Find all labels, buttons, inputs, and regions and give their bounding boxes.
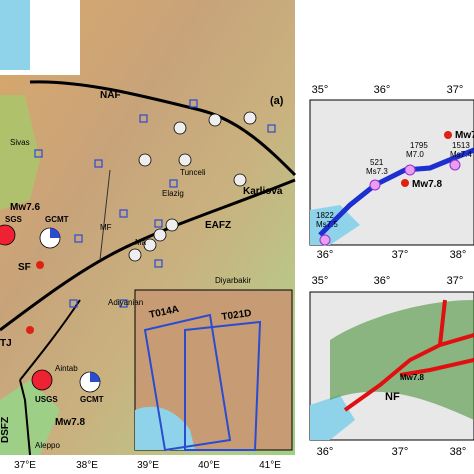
label: Aleppo [35, 441, 60, 450]
label: SGS [5, 215, 23, 224]
right-top-map: 1822 Ms7.5 521 Ms7.3 1795 M7.0 1513 Ms7.… [309, 84, 474, 261]
label: Karliova [243, 186, 283, 197]
sea [310, 395, 355, 440]
lowland [0, 95, 40, 210]
rupture [318, 147, 474, 237]
tick-label: 37° [447, 275, 464, 287]
fault-eafz [0, 178, 296, 332]
label: Adiyanian [108, 298, 143, 307]
label: DSFZ [0, 417, 11, 443]
tick-label: 37° [447, 84, 464, 96]
focal-mechanisms [0, 111, 257, 393]
tick-label: 37° [392, 249, 409, 261]
label: 521 [370, 158, 384, 167]
label: USGS [35, 395, 58, 404]
label: M7.0 [406, 150, 424, 159]
fault [99, 169, 111, 261]
label: Mw7.8 [412, 179, 442, 190]
label: Mw7.8 [400, 373, 425, 382]
tick-label: 36° [374, 275, 391, 287]
tick-label: 40°E [198, 460, 220, 471]
label: Diyarbakir [215, 276, 251, 285]
label: GCMT [45, 215, 69, 224]
label: Ms7.3 [366, 167, 388, 176]
tick-label: 36° [374, 84, 391, 96]
label: NAF [100, 90, 121, 101]
x-ticks: 37°E 38°E 39°E 40°E 41°E [14, 460, 281, 471]
label: Ms7.5 [316, 220, 338, 229]
label: Mw7 [455, 130, 474, 141]
label: Aintab [55, 364, 78, 373]
fault [19, 299, 81, 381]
tick-label: 37° [392, 446, 409, 458]
label: SF [18, 262, 31, 273]
historic-quakes [319, 159, 461, 246]
label: Sivas [10, 138, 30, 147]
tick-label: 37°E [14, 460, 36, 471]
lowland [0, 380, 60, 455]
stations [34, 99, 276, 308]
label: 1795 [410, 141, 428, 150]
tick-label: 36° [317, 249, 334, 261]
tick-label: 38° [450, 249, 467, 261]
tick-label: 38° [450, 446, 467, 458]
aftershocks [330, 300, 474, 420]
fault-naf [29, 80, 297, 177]
inset-label: T021D [221, 308, 252, 323]
label: NF [385, 391, 400, 403]
tick-label: 41°E [259, 460, 281, 471]
label: Elazig [162, 189, 184, 198]
insar-tracks [143, 313, 262, 452]
tick-label: 36° [317, 446, 334, 458]
tick-label: 35° [312, 275, 329, 287]
label: MF [100, 223, 112, 232]
label: Tunceli [180, 168, 206, 177]
right-bottom-map: NF Mw7.8 35° 36° 37° 36° 37° 38° [309, 275, 474, 458]
label: Ma [135, 238, 147, 247]
label: Mw7.8 [55, 417, 85, 428]
label: Mw7.6 [10, 202, 40, 213]
left-map: (a) NAF Sivas Mw7.6 SGS GCMT MF Tunceli … [0, 0, 297, 471]
label: GCMT [80, 395, 104, 404]
label: TJ [0, 338, 12, 349]
label: 1513 [452, 141, 470, 150]
epicenters [26, 261, 44, 334]
label: EAFZ [205, 220, 231, 231]
label: Ms7.4 [450, 150, 472, 159]
fault [19, 379, 31, 456]
tick-label: 35° [312, 84, 329, 96]
panel-label: (a) [270, 95, 284, 107]
epicenters [401, 131, 452, 187]
tick-label: 39°E [137, 460, 159, 471]
label: 1822 [316, 211, 334, 220]
tick-label: 38°E [76, 460, 98, 471]
sea [0, 0, 30, 70]
inset-sea [135, 406, 195, 450]
rupture [343, 299, 474, 412]
